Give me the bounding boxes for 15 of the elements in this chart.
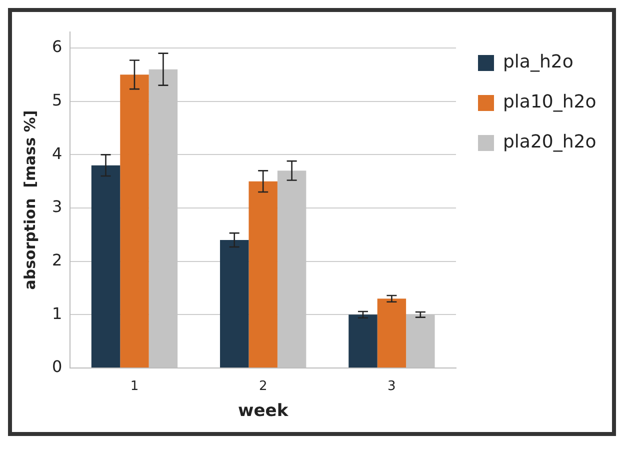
y-tick-label: 0: [52, 357, 62, 376]
x-axis-title: week: [238, 401, 289, 422]
y-tick-label: 6: [52, 37, 62, 56]
x-tick-label: 2: [258, 379, 268, 394]
x-tick-label: 1: [130, 379, 139, 394]
y-tick-label: 3: [52, 197, 62, 216]
y-tick-label: 4: [52, 144, 62, 163]
x-tick-label: 3: [388, 379, 396, 394]
legend-label: pla20_h2o: [503, 132, 596, 153]
legend-label: pla10_h2o: [503, 92, 596, 113]
legend-label: pla_h2o: [503, 52, 574, 73]
y-axis-title: absorption [mass %]: [20, 110, 39, 290]
y-tick-label: 5: [52, 90, 62, 110]
y-tick-label: 1: [52, 304, 62, 323]
y-tick-label: 2: [52, 250, 62, 270]
